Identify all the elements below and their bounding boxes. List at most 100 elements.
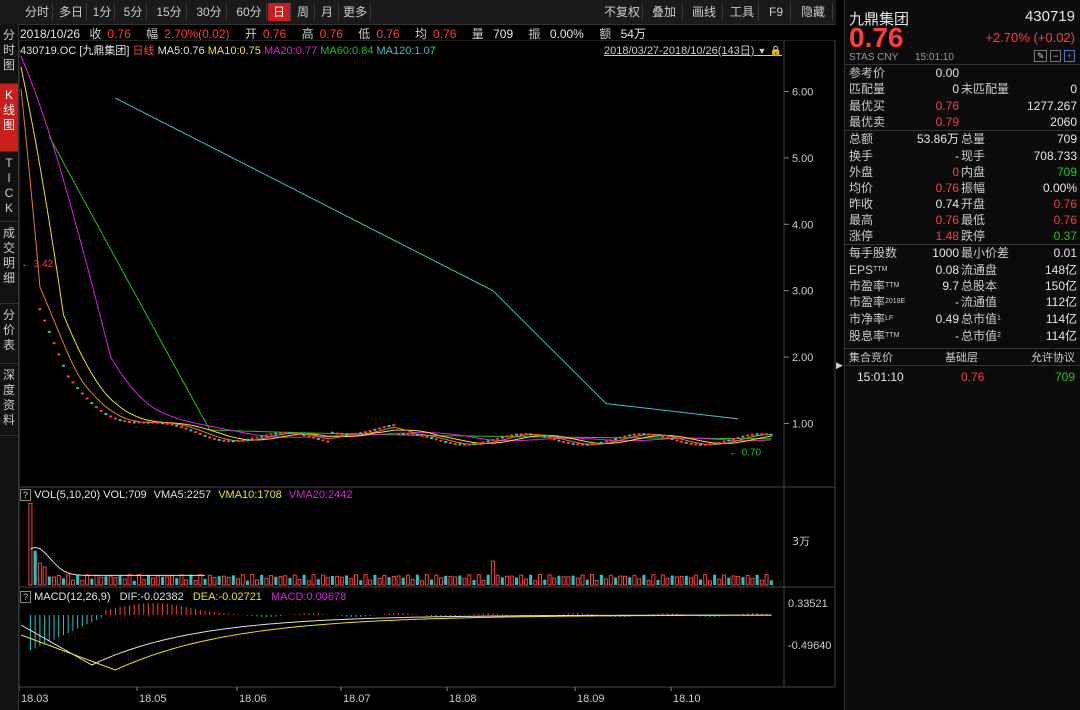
divider [845, 244, 1080, 245]
row-label-superscript: 1 [997, 315, 1001, 322]
candle [279, 432, 283, 435]
tool-button-5[interactable]: 隐藏 [794, 3, 833, 21]
kline-pane[interactable]: 6.00 5.00 4.00 3.00 2.00 1.00 ← 3.42 ← 0.70 [19, 40, 836, 688]
kline-legend: 430719.OC [九鼎集团] 日线 MA5:0.76 MA10:0.75 M… [20, 42, 436, 58]
left-tab-4[interactable]: 分价表 [0, 304, 18, 364]
volume-bar [52, 576, 57, 586]
period-tab-9[interactable]: 月 [316, 3, 339, 21]
volume-bar [495, 574, 500, 586]
macd-legend: ? MACD(12,26,9) DIF:-0.02382 DEA:-0.0272… [20, 591, 346, 603]
edit-icon[interactable]: ✎ [1033, 50, 1048, 62]
volume-bar [165, 576, 170, 586]
minus-icon[interactable]: − [1049, 50, 1062, 62]
candle [283, 431, 287, 434]
candle [156, 421, 160, 424]
volume-bar [33, 550, 37, 585]
volume-bar [136, 574, 141, 586]
candle [316, 437, 320, 440]
period-tab-1[interactable]: 多日 [56, 3, 87, 21]
volume-bar [736, 575, 741, 586]
volume-bar [571, 575, 575, 585]
left-tab-5[interactable]: 深度资料 [0, 364, 18, 436]
quote-row: 每手股数 1000 最小价差 0.01 [849, 245, 1077, 261]
price-change: +2.70% (+0.02) [985, 30, 1075, 45]
volume-bar [302, 574, 306, 585]
collapse-panel-icon[interactable]: ▶ [836, 360, 843, 370]
add-icon[interactable]: + [1063, 50, 1075, 62]
volume-bar [575, 577, 580, 586]
row-value: 53.86万 [916, 132, 959, 146]
period-tab-3[interactable]: 5分 [120, 3, 147, 21]
quote-row: 市盈率TTM 9.7 总股本 150亿 [849, 278, 1077, 294]
tool-button-3[interactable]: 工具 [726, 3, 759, 21]
row-value-right: 708.733 [1033, 149, 1077, 163]
row-value: 0 [952, 82, 959, 96]
candle [755, 433, 759, 436]
candle [255, 436, 259, 439]
candle [727, 439, 731, 442]
volume-bar [458, 575, 462, 585]
candle [43, 319, 47, 322]
period-tab-4[interactable]: 15分 [152, 3, 187, 21]
volume-bar [594, 580, 599, 586]
legend-ma60: MA60:0.84 [320, 45, 374, 57]
currency-label: STAS CNY [849, 52, 899, 63]
quote-row: 外盘 0 内盘 709 [849, 164, 1077, 180]
lock-icon[interactable]: 🔒 [769, 46, 782, 57]
candle [373, 428, 377, 431]
info-open: 0.76 [262, 27, 287, 41]
ma5-line [20, 88, 772, 445]
period-tab-10[interactable]: 更多 [340, 3, 371, 21]
candle [161, 422, 165, 425]
max-price-label: ← 3.42 [21, 259, 54, 270]
period-tab-8[interactable]: 周 [292, 3, 315, 21]
row-value-right: 0.00% [1042, 181, 1077, 195]
left-tab-0[interactable]: 分时图 [0, 24, 18, 84]
range-dropdown-icon[interactable]: ▼ [757, 46, 767, 56]
row-label: 股息率TTM [849, 329, 900, 343]
candle [576, 443, 580, 446]
volume-bar [623, 575, 627, 586]
help-icon[interactable]: ? [20, 489, 32, 501]
volume-pane[interactable]: 3万 [28, 502, 810, 586]
quote-time: 15:01:10 [915, 52, 954, 63]
legend-ma120: MA120:1.07 [376, 45, 436, 57]
chart-area[interactable]: 6.005.004.003.002.001.00← 3.42← 0.70 3万 … [19, 40, 836, 710]
volume-bar [519, 574, 524, 586]
period-tab-7[interactable]: 日 [268, 3, 291, 21]
volume-bar [505, 575, 510, 586]
tool-button-2[interactable]: 画线 [686, 3, 723, 21]
period-tab-0[interactable]: 分时 [22, 3, 53, 21]
left-tab-3[interactable]: 成交明细 [0, 222, 18, 304]
volume-bar [750, 578, 755, 586]
period-tab-5[interactable]: 30分 [192, 3, 227, 21]
volume-bar [438, 577, 443, 586]
period-tab-2[interactable]: 1分 [90, 3, 115, 21]
candle [694, 443, 698, 446]
candle [519, 433, 523, 436]
candle [524, 433, 528, 436]
volume-bar [745, 574, 750, 586]
tool-button-0[interactable]: 不复权 [602, 3, 643, 21]
volume-bar [207, 574, 212, 586]
candle [741, 435, 745, 438]
help-icon-macd[interactable]: ? [20, 591, 32, 603]
candle [132, 421, 136, 424]
panel-tools: ✎ − + [1033, 50, 1075, 62]
macd-pane[interactable]: 0.33521 -0.49640 [20, 598, 831, 671]
candle [359, 432, 363, 435]
candle [444, 440, 448, 443]
stock-name: 九鼎集团 [849, 11, 910, 28]
volume-bar [651, 574, 656, 586]
tool-button-1[interactable]: 叠加 [646, 3, 683, 21]
candle [684, 441, 688, 444]
volume-bar [113, 577, 118, 586]
price-tick-label: 3.00 [792, 286, 813, 298]
tool-button-4[interactable]: F9 [762, 3, 791, 21]
volume-bar [377, 578, 382, 586]
period-tab-6[interactable]: 60分 [232, 3, 267, 21]
time-tick-label: 18.06 [239, 693, 267, 705]
date-range[interactable]: 2018/03/27-2018/10/26(143日) ▼ 🔒 [604, 45, 782, 57]
